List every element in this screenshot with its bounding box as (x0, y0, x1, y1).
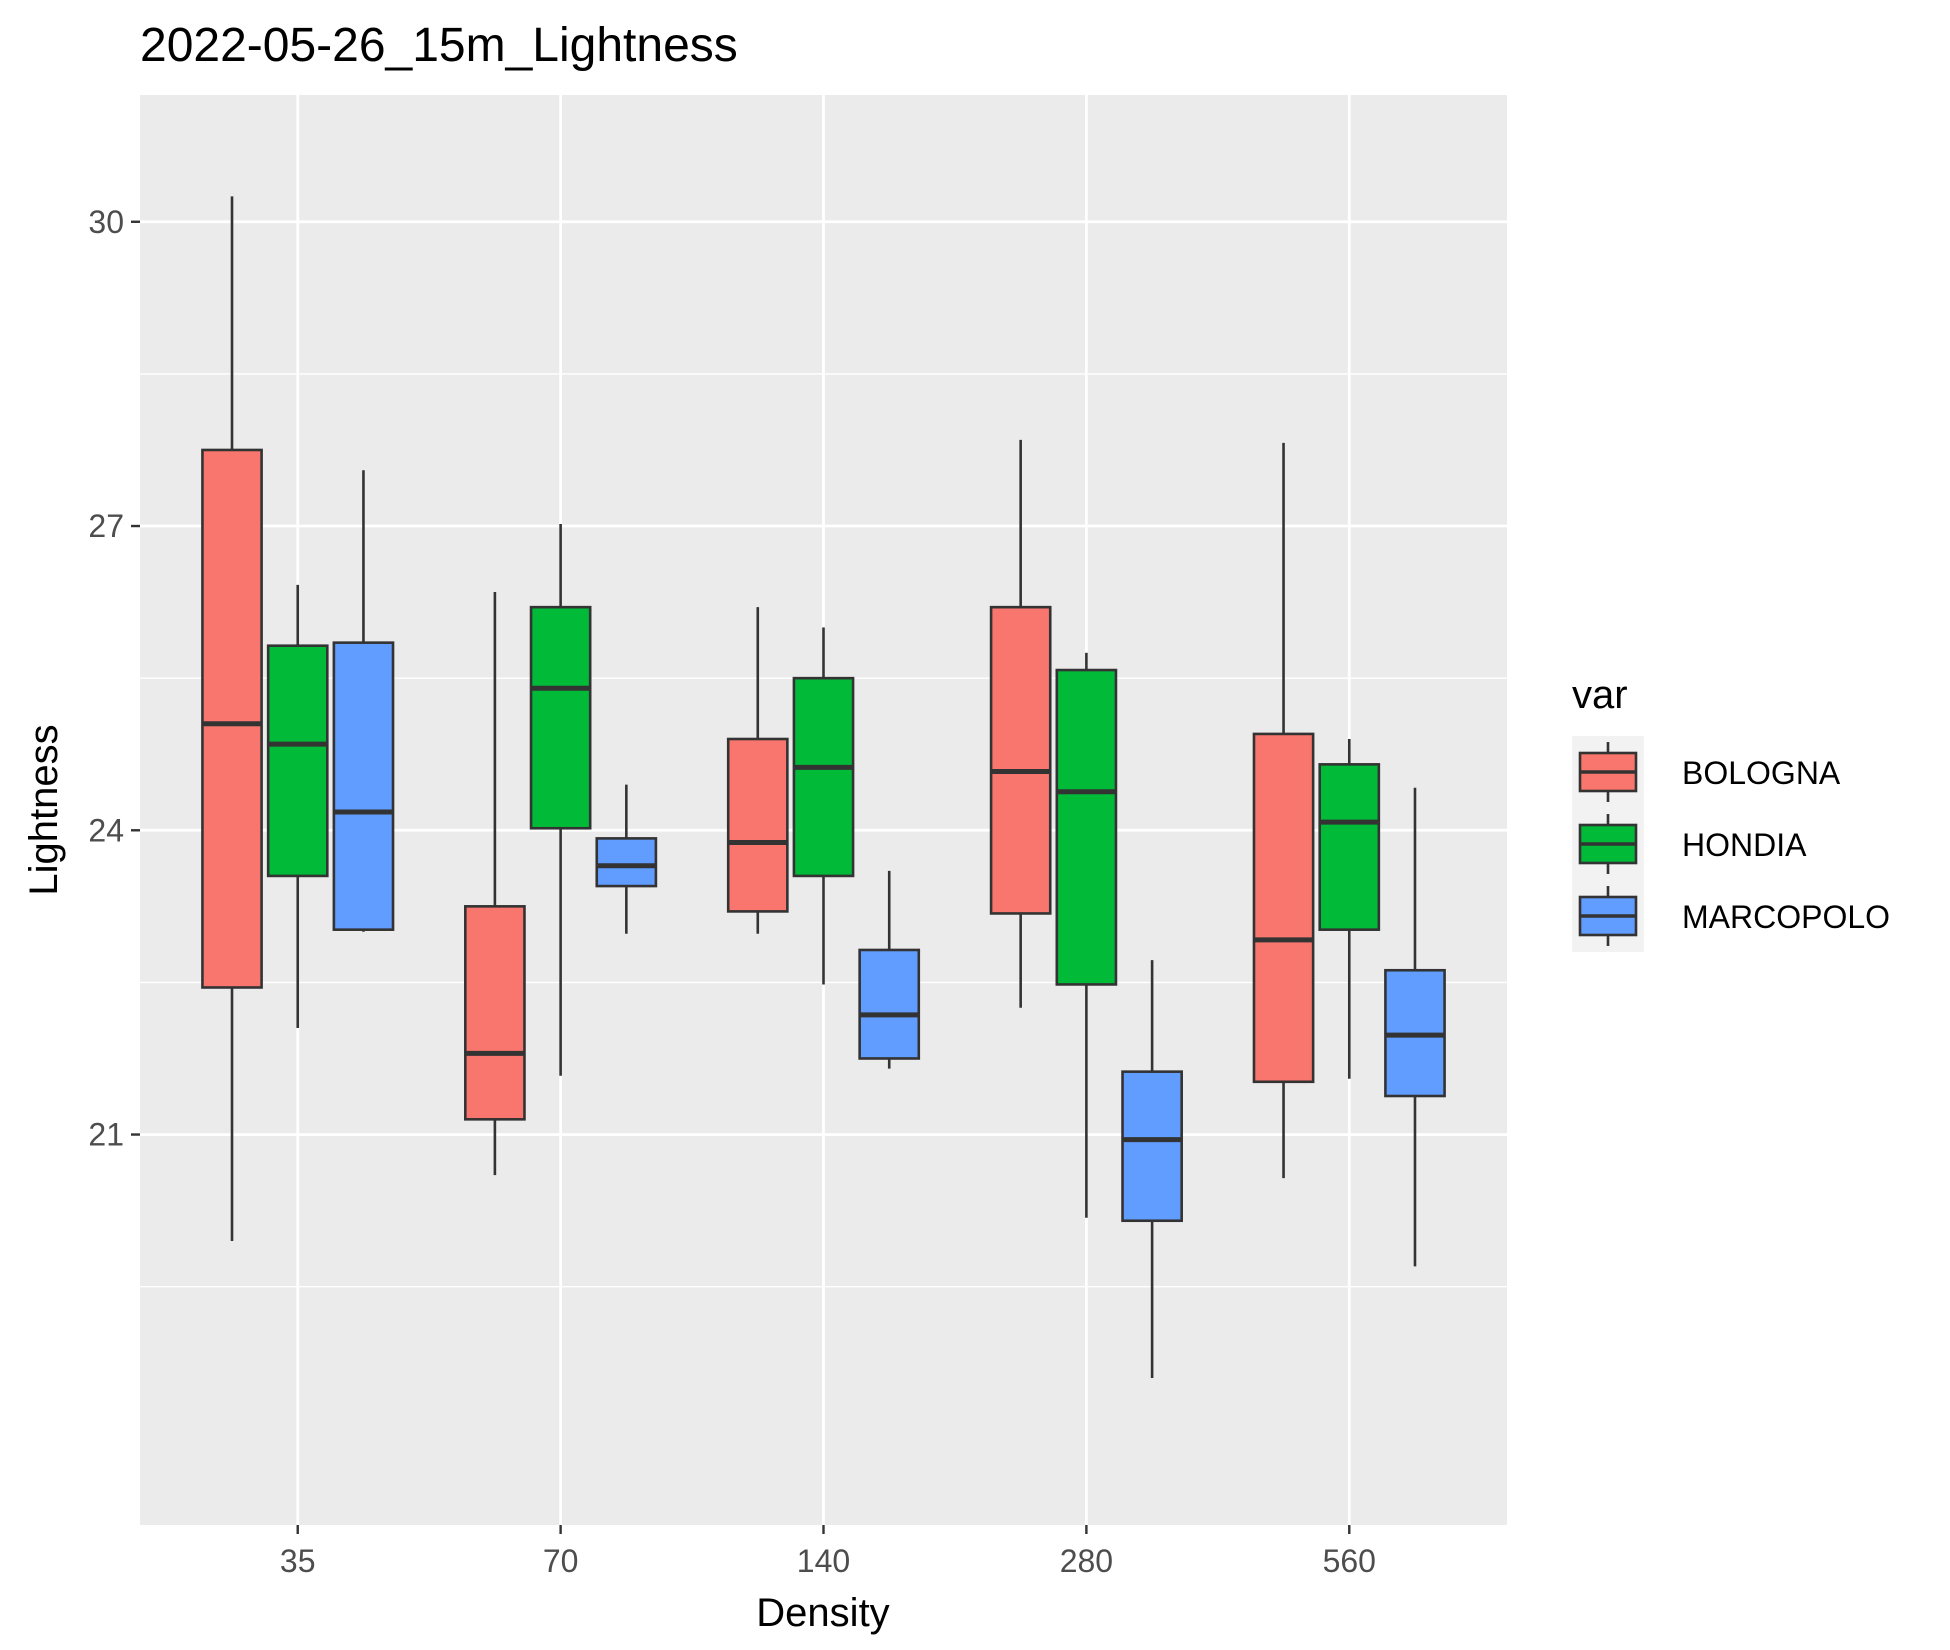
box-marcopolo-35 (332, 470, 395, 932)
box-body (1252, 732, 1315, 1084)
box-marcopolo-280 (1121, 960, 1183, 1378)
legend-item-hondia: HONDIA (1578, 814, 1807, 874)
box-body (726, 737, 789, 913)
box-body (1055, 668, 1118, 986)
box-hondia-35 (266, 584, 329, 1029)
box-body (464, 905, 526, 1121)
box-hondia-70 (529, 524, 592, 1076)
legend-keys: BOLOGNA HONDIA MARCOPOLO (1578, 742, 1890, 946)
x-tick-label: 140 (797, 1543, 850, 1579)
box-body (989, 605, 1052, 915)
box-bologna-560 (1252, 442, 1315, 1179)
y-tick-label: 24 (88, 812, 124, 848)
box-marcopolo-560 (1384, 787, 1446, 1267)
box-hondia-280 (1055, 652, 1118, 1218)
box-bologna-35 (201, 196, 263, 1242)
box-body (858, 948, 921, 1060)
box-marcopolo-140 (858, 870, 921, 1069)
y-axis-title: Lightness (22, 724, 66, 895)
x-tick-label: 560 (1323, 1543, 1376, 1579)
chart-title: 2022-05-26_15m_Lightness (140, 19, 738, 72)
box-body (332, 641, 395, 931)
legend-title: var (1572, 673, 1628, 717)
x-tick-label: 280 (1060, 1543, 1113, 1579)
box-body (595, 837, 658, 888)
legend-label: MARCOPOLO (1682, 899, 1890, 935)
legend-label: BOLOGNA (1682, 755, 1841, 791)
legend: var BOLOGNA HONDIA MARCOPOLO (1572, 673, 1890, 952)
legend-item-bologna: BOLOGNA (1578, 742, 1841, 802)
y-tick-label: 21 (88, 1117, 124, 1153)
axes: 21 24 27 30 35 70 140 280 560 (88, 204, 1376, 1579)
box-marcopolo-70 (595, 784, 658, 934)
boxes (201, 196, 1446, 1378)
y-tick-label: 27 (88, 508, 124, 544)
box-body (201, 448, 263, 989)
box-hondia-560 (1318, 739, 1381, 1079)
box-bologna-70 (464, 591, 526, 1176)
x-axis-title: Density (756, 1591, 889, 1635)
x-tick-label: 35 (280, 1543, 316, 1579)
legend-label: HONDIA (1682, 827, 1807, 863)
x-tick-label: 70 (543, 1543, 579, 1579)
box-body (1318, 763, 1381, 931)
legend-item-marcopolo: MARCOPOLO (1578, 886, 1890, 946)
box-body (529, 605, 592, 830)
box-body (266, 644, 329, 878)
y-tick-label: 30 (88, 204, 124, 240)
box-body (792, 676, 855, 878)
box-hondia-140 (792, 627, 855, 985)
box-bologna-140 (726, 607, 789, 934)
box-body (1121, 1070, 1183, 1223)
box-bologna-280 (989, 439, 1052, 1008)
